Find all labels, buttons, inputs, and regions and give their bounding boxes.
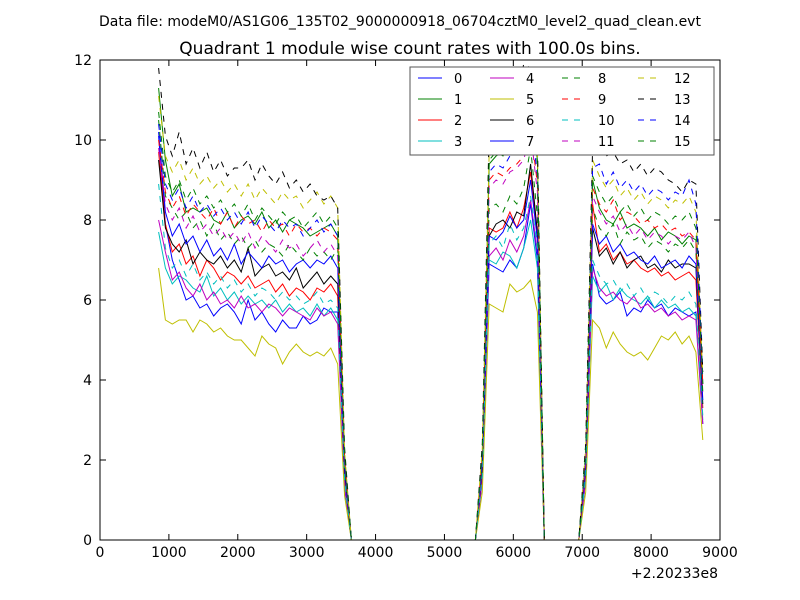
series-line-15 [158, 103, 704, 540]
legend-label: 11 [598, 135, 615, 150]
legend-entry-5: 5 [490, 93, 534, 108]
x-tick-label: 7000 [564, 545, 600, 561]
x-tick-label: 6000 [496, 545, 532, 561]
legend-entry-9: 9 [562, 93, 606, 108]
y-tick-label: 0 [83, 533, 92, 549]
series-line-6 [158, 159, 704, 540]
legend-entry-6: 6 [490, 114, 534, 129]
series-line-2 [158, 151, 704, 540]
series-line-3 [158, 219, 704, 540]
y-tick-label: 2 [83, 453, 92, 469]
legend-entry-4: 4 [490, 72, 534, 87]
legend-label: 3 [454, 135, 462, 150]
series-layer [158, 63, 704, 540]
x-axis: 0 1000 2000 3000 4000 5000 6000 7000 8000 9000 [96, 60, 738, 561]
legend-label: 7 [526, 135, 534, 150]
series-line-0 [158, 135, 704, 540]
legend-entry-8: 8 [562, 72, 606, 87]
legend-entry-3: 3 [418, 135, 462, 150]
y-tick-label: 10 [74, 133, 92, 149]
series-line-1 [158, 87, 704, 540]
legend-label: 14 [674, 114, 691, 129]
legend-label: 6 [526, 114, 534, 129]
x-offset-label: +2.20233e8 [631, 566, 718, 582]
series-line-4 [158, 199, 704, 540]
legend-label: 9 [598, 93, 606, 108]
legend-label: 12 [674, 72, 691, 87]
legend-box [409, 66, 715, 156]
legend-entry-2: 2 [418, 114, 462, 129]
x-tick-label: 0 [96, 545, 105, 561]
series-line-14 [158, 115, 704, 540]
series-line-12 [158, 79, 704, 540]
legend-entry-14: 14 [638, 114, 691, 129]
chart-title: Quadrant 1 module wise count rates with … [179, 39, 640, 59]
legend-label: 0 [454, 72, 462, 87]
legend-entry-0: 0 [418, 72, 462, 87]
x-tick-label: 3000 [289, 545, 325, 561]
x-tick-label: 4000 [358, 545, 394, 561]
x-tick-label: 8000 [633, 545, 669, 561]
y-tick-label: 6 [83, 293, 92, 309]
series-line-7 [158, 131, 704, 540]
series-line-11 [158, 131, 704, 540]
legend-entry-10: 10 [562, 114, 615, 129]
legend-label: 1 [454, 93, 462, 108]
legend-label: 8 [598, 72, 606, 87]
legend-entry-15: 15 [638, 135, 691, 150]
y-tick-label: 4 [83, 373, 92, 389]
suptitle: Data file: modeM0/AS1G06_135T02_90000009… [99, 14, 701, 30]
legend-entry-7: 7 [490, 135, 534, 150]
series-line-8 [158, 119, 704, 540]
legend-entry-13: 13 [638, 93, 691, 108]
x-tick-label: 2000 [220, 545, 256, 561]
legend-entry-12: 12 [638, 72, 691, 87]
series-line-5 [158, 267, 704, 540]
legend-entry-11: 11 [562, 135, 615, 150]
legend-label: 4 [526, 72, 534, 87]
series-line-10 [158, 183, 704, 540]
legend-label: 5 [526, 93, 534, 108]
x-tick-label: 1000 [151, 545, 187, 561]
legend-label: 13 [674, 93, 691, 108]
legend-label: 15 [674, 135, 691, 150]
x-tick-label: 5000 [427, 545, 463, 561]
x-tick-label: 9000 [702, 545, 738, 561]
legend-label: 10 [598, 114, 615, 129]
legend-label: 2 [454, 114, 462, 129]
y-tick-label: 8 [83, 213, 92, 229]
legend-entry-1: 1 [418, 93, 462, 108]
series-line-9 [158, 127, 704, 540]
y-tick-label: 12 [74, 53, 92, 69]
